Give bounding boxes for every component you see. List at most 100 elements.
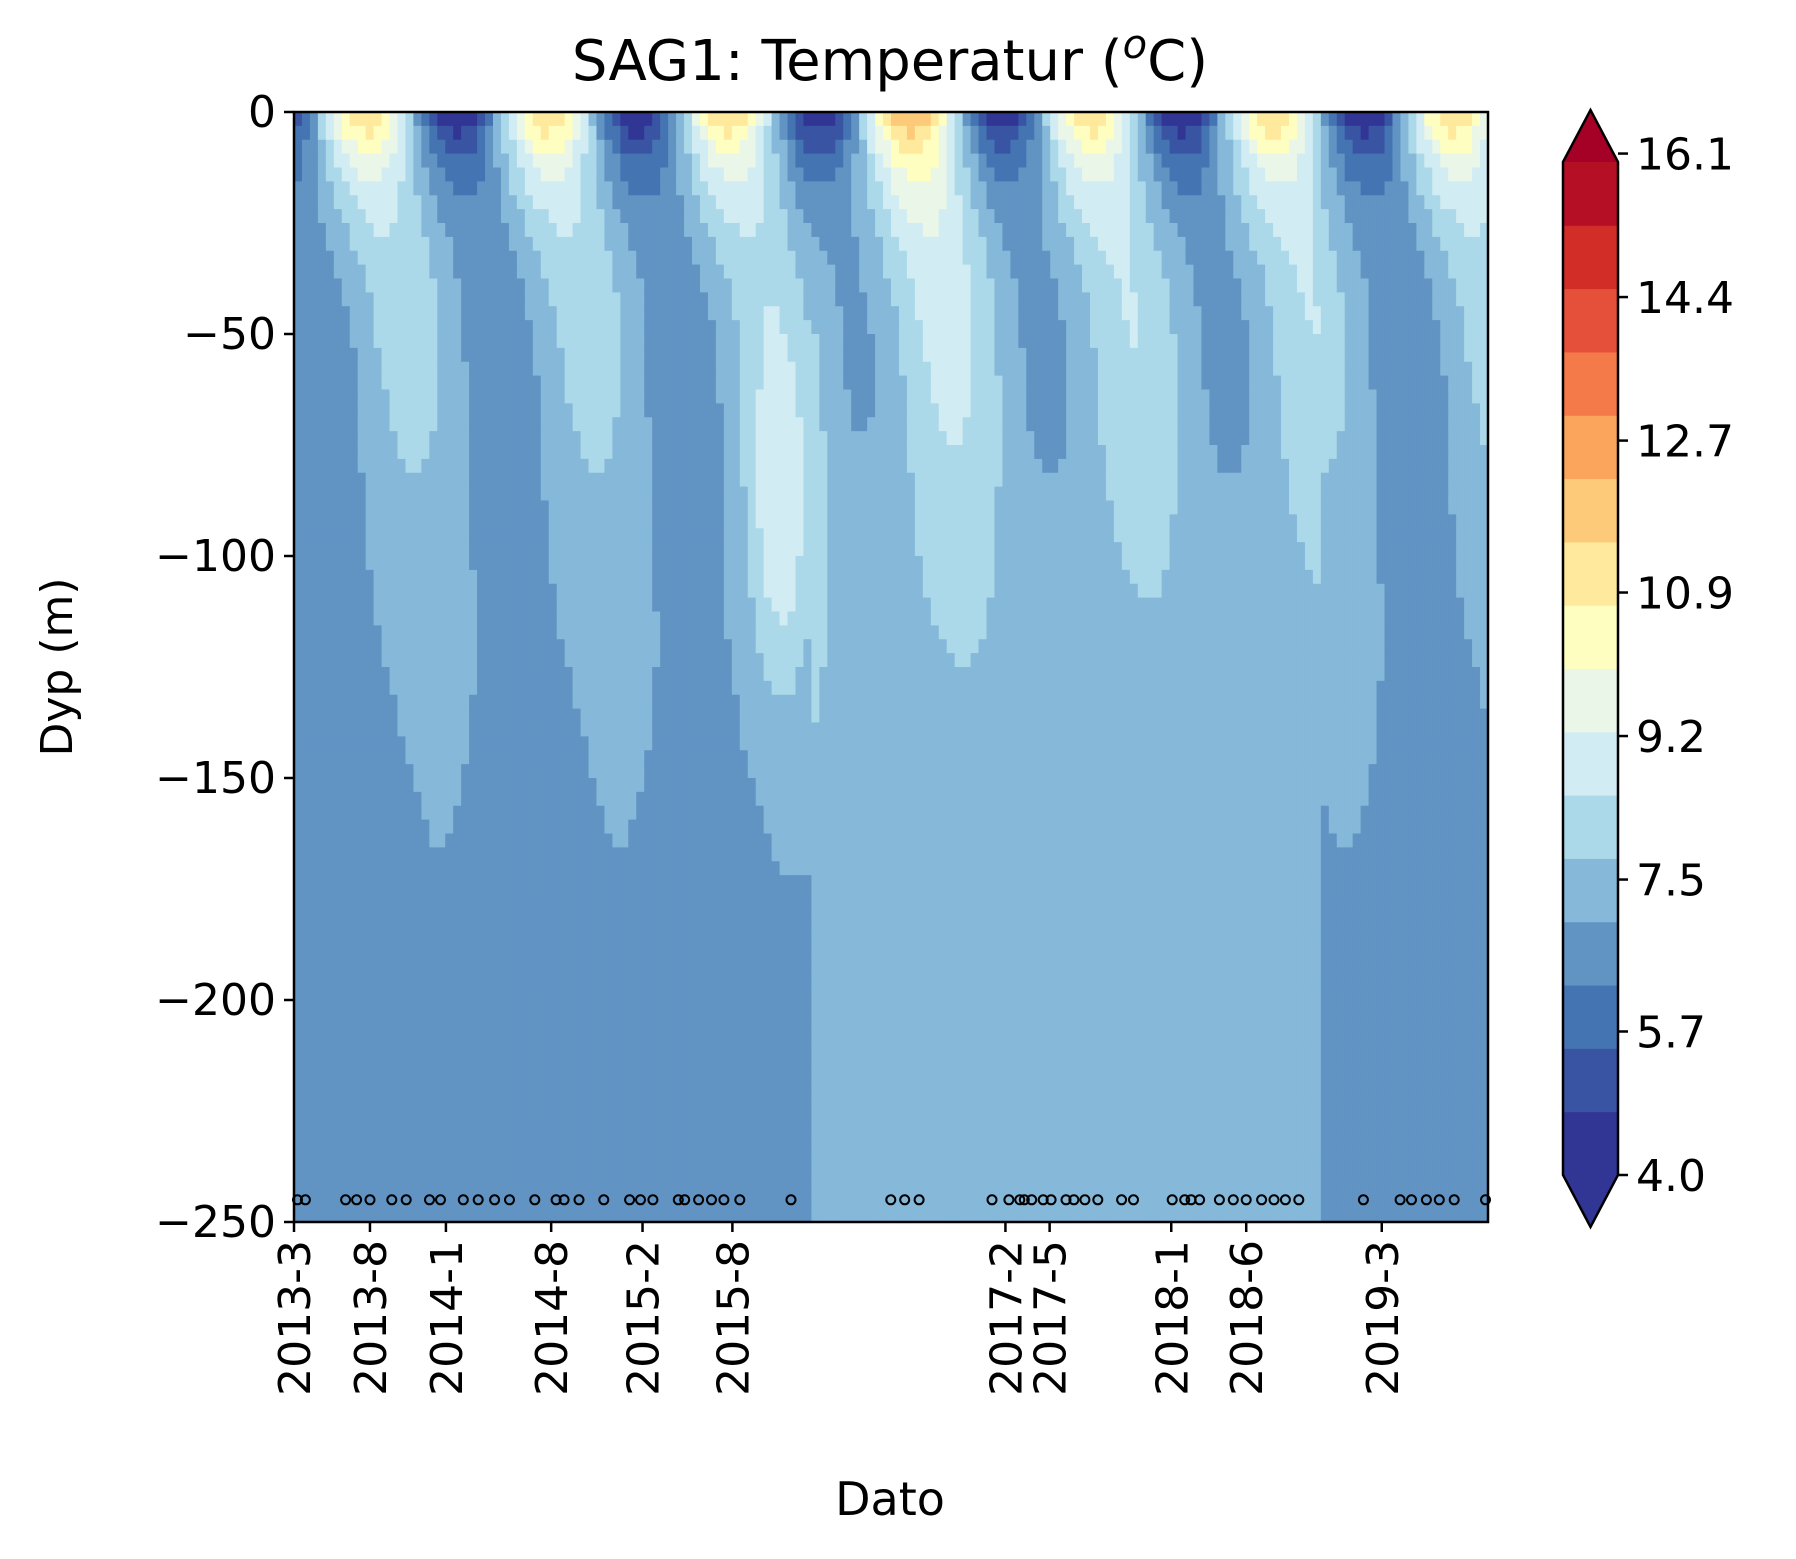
field-cell bbox=[699, 125, 709, 141]
field-cell bbox=[548, 847, 558, 862]
field-cell bbox=[349, 916, 359, 932]
field-cell bbox=[381, 514, 391, 529]
field-cell bbox=[684, 223, 693, 238]
field-cell bbox=[469, 791, 478, 807]
field-cell bbox=[779, 847, 789, 862]
field-cell bbox=[644, 847, 653, 862]
field-cell bbox=[763, 778, 773, 793]
field-cell bbox=[500, 458, 510, 474]
field-cell bbox=[612, 472, 621, 488]
field-cell bbox=[341, 667, 351, 682]
field-cell bbox=[389, 139, 399, 155]
field-cell bbox=[524, 223, 534, 238]
field-cell bbox=[477, 736, 486, 751]
field-cell bbox=[676, 403, 685, 418]
field-cell bbox=[628, 611, 637, 626]
field-cell bbox=[453, 1055, 462, 1070]
field-cell bbox=[556, 528, 566, 543]
field-cell bbox=[763, 417, 773, 432]
field-cell bbox=[540, 986, 550, 1001]
field-cell bbox=[341, 500, 351, 515]
field-cell bbox=[381, 112, 391, 127]
field-cell bbox=[699, 916, 709, 932]
field-cell bbox=[485, 639, 494, 654]
field-cell bbox=[309, 694, 319, 710]
field-cell bbox=[692, 916, 701, 932]
field-cell bbox=[485, 306, 494, 321]
field-cell bbox=[461, 236, 470, 252]
field-cell bbox=[660, 542, 669, 557]
field-cell bbox=[715, 486, 725, 502]
field-cell bbox=[668, 195, 677, 210]
field-cell bbox=[580, 1138, 590, 1154]
field-cell bbox=[325, 264, 335, 280]
field-cell bbox=[644, 722, 653, 737]
field-cell bbox=[325, 320, 335, 335]
field-cell bbox=[516, 375, 526, 391]
field-cell bbox=[572, 819, 582, 835]
field-cell bbox=[652, 805, 661, 821]
field-cell bbox=[707, 736, 717, 751]
field-cell bbox=[556, 500, 566, 515]
field-cell bbox=[453, 1138, 462, 1154]
field-cell bbox=[636, 528, 645, 543]
field-cell bbox=[333, 223, 343, 238]
field-cell bbox=[325, 1069, 335, 1084]
field-cell bbox=[540, 1180, 550, 1195]
field-cell bbox=[699, 1124, 709, 1140]
field-cell bbox=[699, 542, 709, 557]
field-cell bbox=[755, 791, 765, 807]
field-cell bbox=[660, 833, 669, 848]
field-cell bbox=[421, 805, 430, 821]
field-cell bbox=[548, 1208, 558, 1223]
field-cell bbox=[668, 1111, 677, 1126]
field-cell bbox=[684, 306, 693, 321]
field-cell bbox=[469, 625, 478, 640]
field-cell bbox=[524, 764, 534, 779]
field-cell bbox=[564, 889, 574, 904]
field-cell bbox=[572, 986, 582, 1001]
field-cell bbox=[715, 1097, 725, 1112]
field-cell bbox=[763, 556, 773, 571]
field-cell bbox=[469, 722, 478, 737]
field-cell bbox=[349, 320, 359, 335]
field-cell bbox=[628, 1083, 637, 1098]
field-cell bbox=[445, 542, 454, 557]
field-cell bbox=[341, 375, 351, 391]
field-cell bbox=[325, 708, 335, 724]
field-cell bbox=[421, 1083, 430, 1098]
field-cell bbox=[747, 1041, 757, 1057]
field-cell bbox=[747, 569, 757, 585]
field-cell bbox=[779, 805, 789, 821]
field-cell bbox=[763, 375, 773, 391]
field-cell bbox=[572, 639, 582, 654]
field-cell bbox=[405, 875, 414, 890]
field-cell bbox=[588, 902, 598, 918]
field-cell bbox=[692, 958, 701, 973]
field-cell bbox=[540, 930, 550, 946]
field-cell bbox=[421, 500, 430, 515]
field-cell bbox=[532, 1055, 542, 1070]
field-cell bbox=[508, 195, 518, 210]
field-cell bbox=[644, 334, 653, 349]
field-cell bbox=[333, 320, 343, 335]
field-cell bbox=[628, 750, 637, 765]
field-cell bbox=[469, 139, 478, 155]
field-cell bbox=[389, 361, 399, 377]
field-cell bbox=[381, 1208, 391, 1223]
field-cell bbox=[365, 278, 375, 293]
field-cell bbox=[373, 306, 383, 321]
field-cell bbox=[309, 514, 319, 529]
field-cell bbox=[596, 736, 606, 751]
field-cell bbox=[294, 833, 303, 848]
field-cell bbox=[309, 264, 319, 280]
field-cell bbox=[477, 944, 486, 959]
field-cell bbox=[317, 458, 327, 474]
field-cell bbox=[508, 264, 518, 280]
field-cell bbox=[333, 1041, 343, 1057]
field-cell bbox=[779, 1194, 789, 1209]
field-cell bbox=[636, 708, 645, 724]
field-cell bbox=[389, 944, 399, 959]
field-cell bbox=[564, 1097, 574, 1112]
field-cell bbox=[556, 958, 566, 973]
